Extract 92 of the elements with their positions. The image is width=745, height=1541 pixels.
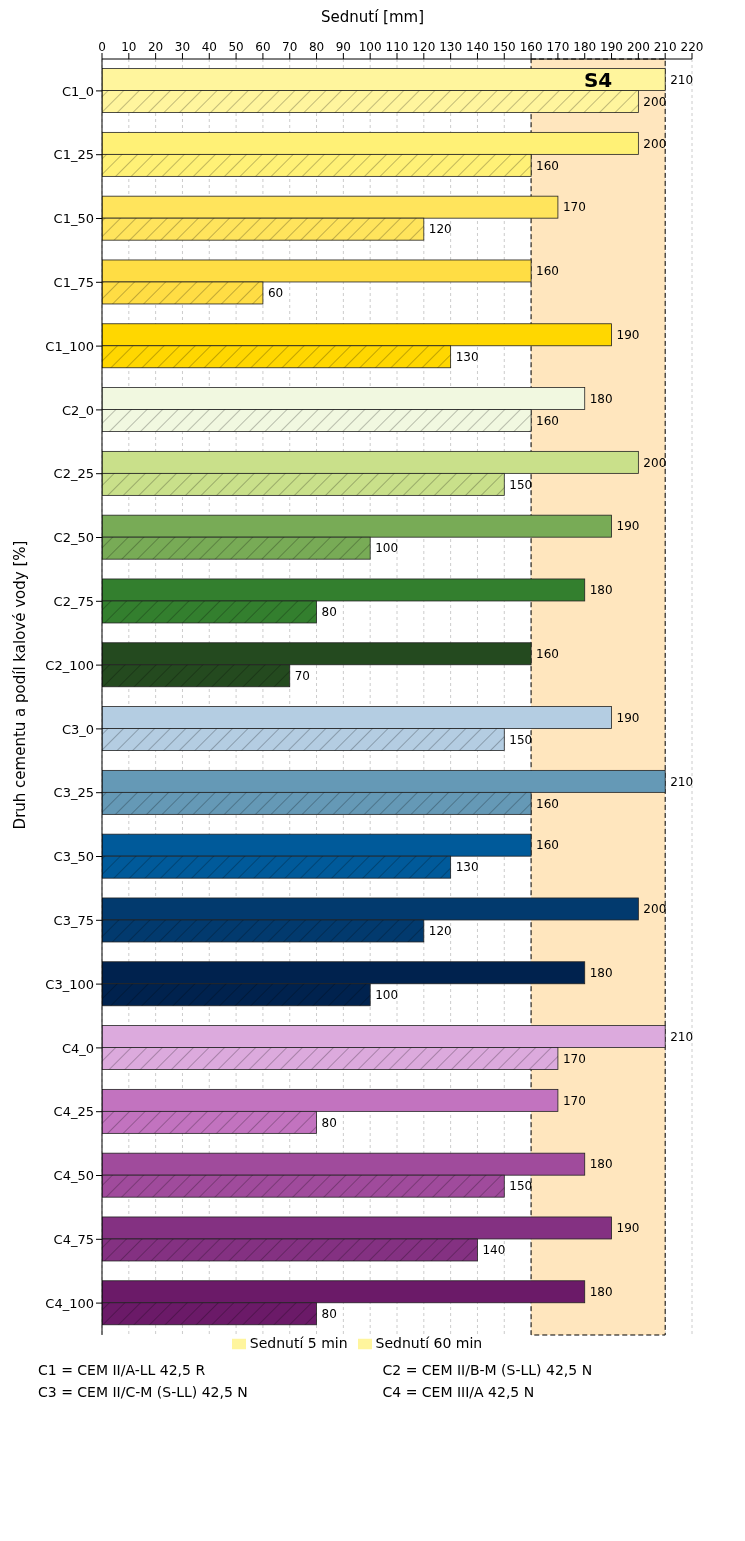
data-label: 200 <box>643 136 667 151</box>
y-tick-label: C2_75 <box>53 593 94 609</box>
text: C3 = CEM II/C-M (S-LL) 42,5 N <box>38 1384 249 1400</box>
data-label: 210 <box>670 72 694 87</box>
text: C4 = CEM III/A 42,5 N <box>382 1384 536 1400</box>
data-label: 200 <box>643 94 667 109</box>
y-tick-label: C1_50 <box>53 211 94 227</box>
data-label: 190 <box>616 710 640 725</box>
data-label: 210 <box>670 1029 694 1044</box>
x-tick-label: 40 <box>201 40 217 54</box>
x-tick-label: 100 <box>358 40 382 54</box>
data-label: 130 <box>455 350 479 365</box>
x-tick-label: 170 <box>546 40 570 54</box>
x-tick-label: 90 <box>335 40 351 54</box>
data-label: 130 <box>455 860 479 875</box>
y-tick-label: C3_50 <box>53 849 94 865</box>
x-tick-label: 120 <box>412 40 436 54</box>
text: C2 = CEM II/B-M (S-LL) 42,5 N <box>382 1362 594 1378</box>
y-tick-label: C3_0 <box>61 721 94 737</box>
y-tick-label: C1_75 <box>53 274 94 290</box>
data-label: 140 <box>482 1243 506 1258</box>
y-tick-label: C2_25 <box>53 466 94 482</box>
legend-label: Sednutí 60 min <box>375 1335 483 1351</box>
data-label: 120 <box>428 924 452 939</box>
y-tick-label: C3_75 <box>53 912 94 928</box>
data-label: 150 <box>509 732 533 747</box>
data-label: 190 <box>616 328 640 343</box>
data-label: 170 <box>562 1093 586 1108</box>
y-tick-label: C4_100 <box>45 1295 94 1311</box>
x-tick-label: 140 <box>466 40 489 54</box>
y-tick-label: C2_0 <box>61 402 94 418</box>
data-label: 160 <box>536 796 559 811</box>
data-label: 180 <box>589 583 613 598</box>
data-label: 180 <box>589 1157 613 1172</box>
x-tick-label: 50 <box>228 40 244 54</box>
x-tick-label: 60 <box>255 40 271 54</box>
data-label: 180 <box>589 391 613 406</box>
x-tick-label: 220 <box>680 40 704 54</box>
band-label: S4 <box>583 68 613 93</box>
data-label: 160 <box>536 647 559 662</box>
data-label: 190 <box>616 519 640 534</box>
data-label: 100 <box>375 541 399 556</box>
y-tick-label: C1_0 <box>61 83 94 99</box>
legend-label: Sednutí 5 min <box>249 1335 348 1351</box>
y-tick-label: C2_100 <box>45 657 94 673</box>
data-label: 80 <box>321 1307 337 1322</box>
x-tick-label: 200 <box>626 40 650 54</box>
data-label: 160 <box>536 158 559 173</box>
data-label: 180 <box>589 966 613 981</box>
data-label: 150 <box>509 1179 533 1194</box>
x-tick-label: 130 <box>439 40 463 54</box>
data-label: 120 <box>428 222 452 237</box>
data-label: 100 <box>375 988 399 1003</box>
text: C1 = CEM II/A-LL 42,5 R <box>38 1362 207 1378</box>
x-tick-label: 150 <box>492 40 516 54</box>
y-tick-label: C1_100 <box>45 338 94 354</box>
y-tick-label: C2_50 <box>53 530 94 546</box>
x-tick-label: 20 <box>148 40 164 54</box>
y-tick-label: C3_25 <box>53 785 94 801</box>
data-label: 70 <box>294 669 311 684</box>
x-tick-label: 30 <box>174 40 191 54</box>
data-label: 160 <box>536 413 559 428</box>
data-label: 200 <box>643 902 667 917</box>
data-label: 180 <box>589 1285 613 1300</box>
x-tick-label: 0 <box>98 40 106 54</box>
x-tick-label: 70 <box>282 40 298 54</box>
x-tick-label: 180 <box>573 40 597 54</box>
x-tick-label: 190 <box>600 40 623 54</box>
data-label: 150 <box>509 477 533 492</box>
x-tick-label: 110 <box>385 40 409 54</box>
y-axis-title: Druh cementu a podíl kalové vody [%] <box>11 539 29 832</box>
data-label: 190 <box>616 1221 640 1236</box>
x-tick-label: 10 <box>121 40 137 54</box>
data-label: 60 <box>267 286 284 301</box>
x-tick-label: 80 <box>308 40 325 54</box>
data-label: 200 <box>643 455 667 470</box>
x-axis-title: Sednutí [mm] <box>320 8 425 26</box>
data-label: 80 <box>321 1115 337 1130</box>
y-tick-label: C3_100 <box>45 976 94 992</box>
data-label: 170 <box>562 200 586 215</box>
data-label: 160 <box>536 838 559 853</box>
y-tick-label: C4_50 <box>53 1168 94 1184</box>
data-label: 80 <box>321 605 337 620</box>
x-tick-label: 210 <box>653 40 677 54</box>
data-label: 160 <box>536 264 559 279</box>
y-tick-label: C4_0 <box>61 1040 94 1056</box>
x-tick-label: 160 <box>519 40 543 54</box>
y-tick-label: C4_75 <box>53 1231 94 1247</box>
data-label: 170 <box>562 1051 586 1066</box>
y-tick-label: C4_25 <box>53 1104 94 1120</box>
data-label: 210 <box>670 774 694 789</box>
y-tick-label: C1_25 <box>53 147 94 163</box>
